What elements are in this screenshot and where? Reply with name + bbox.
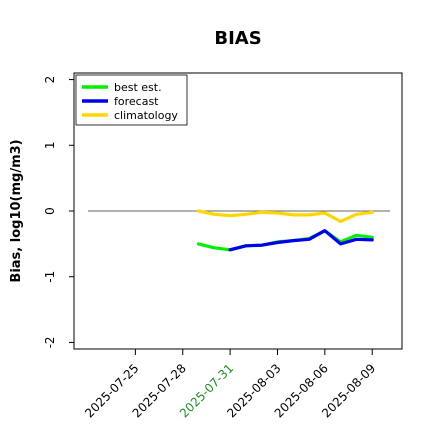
y-tick-label: -1: [43, 271, 57, 283]
series-line-forecast: [228, 229, 374, 252]
y-tick-label: 1: [43, 141, 57, 149]
series-layer: [196, 209, 374, 252]
y-tick-label: -2: [43, 336, 57, 348]
chart-title: BIAS: [214, 28, 261, 49]
series-line-climatology: [196, 209, 374, 224]
x-axis-ticks: 2025-07-252025-07-282025-07-312025-08-03…: [82, 349, 378, 420]
y-axis-ticks: 2 1 0 -1 -2: [43, 76, 74, 348]
legend-label-best-est: best est.: [114, 81, 162, 94]
y-axis-label: Bias, log10(mg/m3): [9, 139, 24, 282]
y-tick-label: 0: [43, 207, 57, 215]
y-tick-label: 2: [43, 76, 57, 84]
legend-label-climatology: climatology: [114, 109, 178, 122]
legend-label-forecast: forecast: [114, 95, 159, 108]
